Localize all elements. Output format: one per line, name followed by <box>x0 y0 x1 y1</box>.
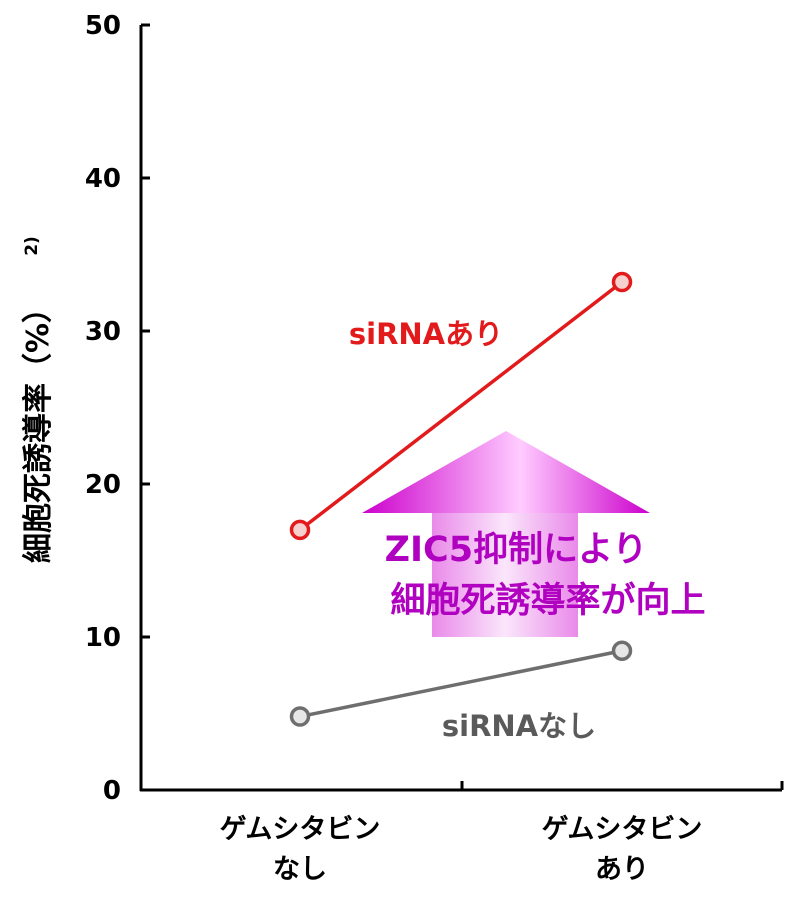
y-ticks: 0 10 20 30 40 50 <box>85 11 150 806</box>
category-label-1: ゲムシタビン なし <box>220 814 381 885</box>
improvement-arrow <box>362 431 650 637</box>
y-tick-label: 30 <box>85 317 121 347</box>
x-ticks <box>460 781 784 790</box>
data-point <box>289 519 311 541</box>
category-label-2: ゲムシタビン あり <box>542 814 703 885</box>
y-tick-label: 40 <box>85 164 121 194</box>
category-label-2-line1: ゲムシタビン <box>542 814 703 845</box>
arrow-shaft <box>432 513 578 637</box>
arrow-head <box>362 431 650 513</box>
series-label-sirna-with: siRNAあり <box>349 317 503 351</box>
data-point <box>611 271 633 293</box>
annotation-line-2: 細胞死誘導率が向上 <box>390 581 705 621</box>
y-axis-label-note: 2) <box>22 236 42 256</box>
annotation: ZIC5抑制により 細胞死誘導率が向上 <box>385 530 706 621</box>
series-line <box>299 649 623 719</box>
category-label-1-line2: なし <box>273 854 327 885</box>
y-tick-label: 0 <box>103 776 121 806</box>
annotation-line-1: ZIC5抑制により <box>385 530 648 570</box>
series-sirna-without <box>289 640 633 727</box>
data-point <box>611 640 633 662</box>
series-layer <box>289 271 633 727</box>
category-label-2-line2: あり <box>595 854 649 885</box>
data-point <box>289 706 311 727</box>
category-label-1-line1: ゲムシタビン <box>220 814 381 845</box>
y-axis-label: 細胞死誘導率（%） <box>21 293 56 563</box>
y-tick-label: 10 <box>85 623 121 653</box>
y-tick-label: 20 <box>85 470 121 500</box>
series-label-sirna-without: siRNAなし <box>442 709 596 743</box>
y-tick-label: 50 <box>85 11 121 41</box>
series-line <box>298 280 624 532</box>
series-sirna-with <box>289 271 633 541</box>
